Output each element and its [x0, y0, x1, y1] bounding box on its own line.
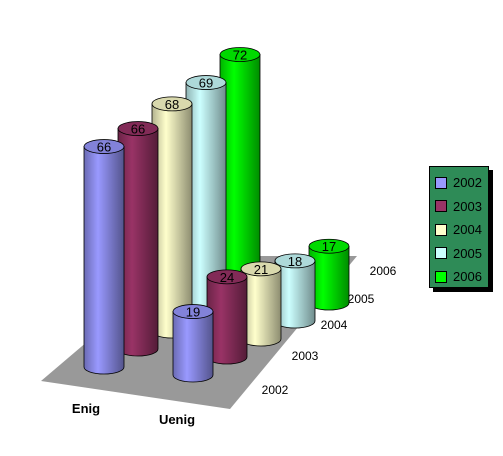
legend-swatch — [435, 176, 447, 189]
data-label: 69 — [199, 76, 213, 91]
data-label: 24 — [220, 270, 234, 285]
bar-2002-Enig: 66 — [83, 139, 125, 375]
category-label-Uenig: Uenig — [159, 412, 195, 427]
legend-label: 2003 — [453, 198, 482, 214]
bar-2003-Uenig: 24 — [206, 269, 248, 365]
legend-item-2005: 2005 — [435, 242, 488, 266]
data-label: 72 — [233, 48, 247, 63]
legend-label: 2002 — [453, 175, 482, 191]
depth-label-2002: 2002 — [262, 383, 289, 397]
data-label: 17 — [322, 239, 336, 254]
depth-label-2005: 2005 — [348, 292, 375, 306]
legend-label: 2004 — [453, 222, 482, 238]
data-label: 19 — [186, 305, 200, 320]
legend-item-2002: 2002 — [435, 171, 488, 195]
legend: 2002 2003 2004 2005 2006 — [429, 166, 489, 288]
bar-2005-Uenig: 18 — [274, 253, 316, 329]
legend-label: 2006 — [453, 269, 482, 285]
data-label: 68 — [165, 97, 179, 112]
depth-label-2004: 2004 — [321, 318, 348, 332]
bar-2002-Uenig: 19 — [172, 304, 214, 383]
legend-label: 2005 — [453, 245, 482, 261]
data-label: 21 — [254, 262, 268, 277]
legend-swatch — [435, 247, 447, 260]
depth-label-2006: 2006 — [370, 264, 397, 278]
bar-2004-Uenig: 21 — [240, 261, 282, 347]
legend-swatch — [435, 270, 447, 283]
legend-item-2003: 2003 — [435, 195, 488, 219]
legend-item-2006: 2006 — [435, 265, 488, 289]
data-label: 18 — [288, 254, 302, 269]
legend-swatch — [435, 223, 447, 236]
category-label-Enig: Enig — [72, 401, 100, 416]
data-label: 66 — [97, 140, 111, 155]
data-label: 66 — [131, 122, 145, 137]
legend-swatch — [435, 200, 447, 213]
depth-label-2003: 2003 — [292, 349, 319, 363]
legend-item-2004: 2004 — [435, 218, 488, 242]
